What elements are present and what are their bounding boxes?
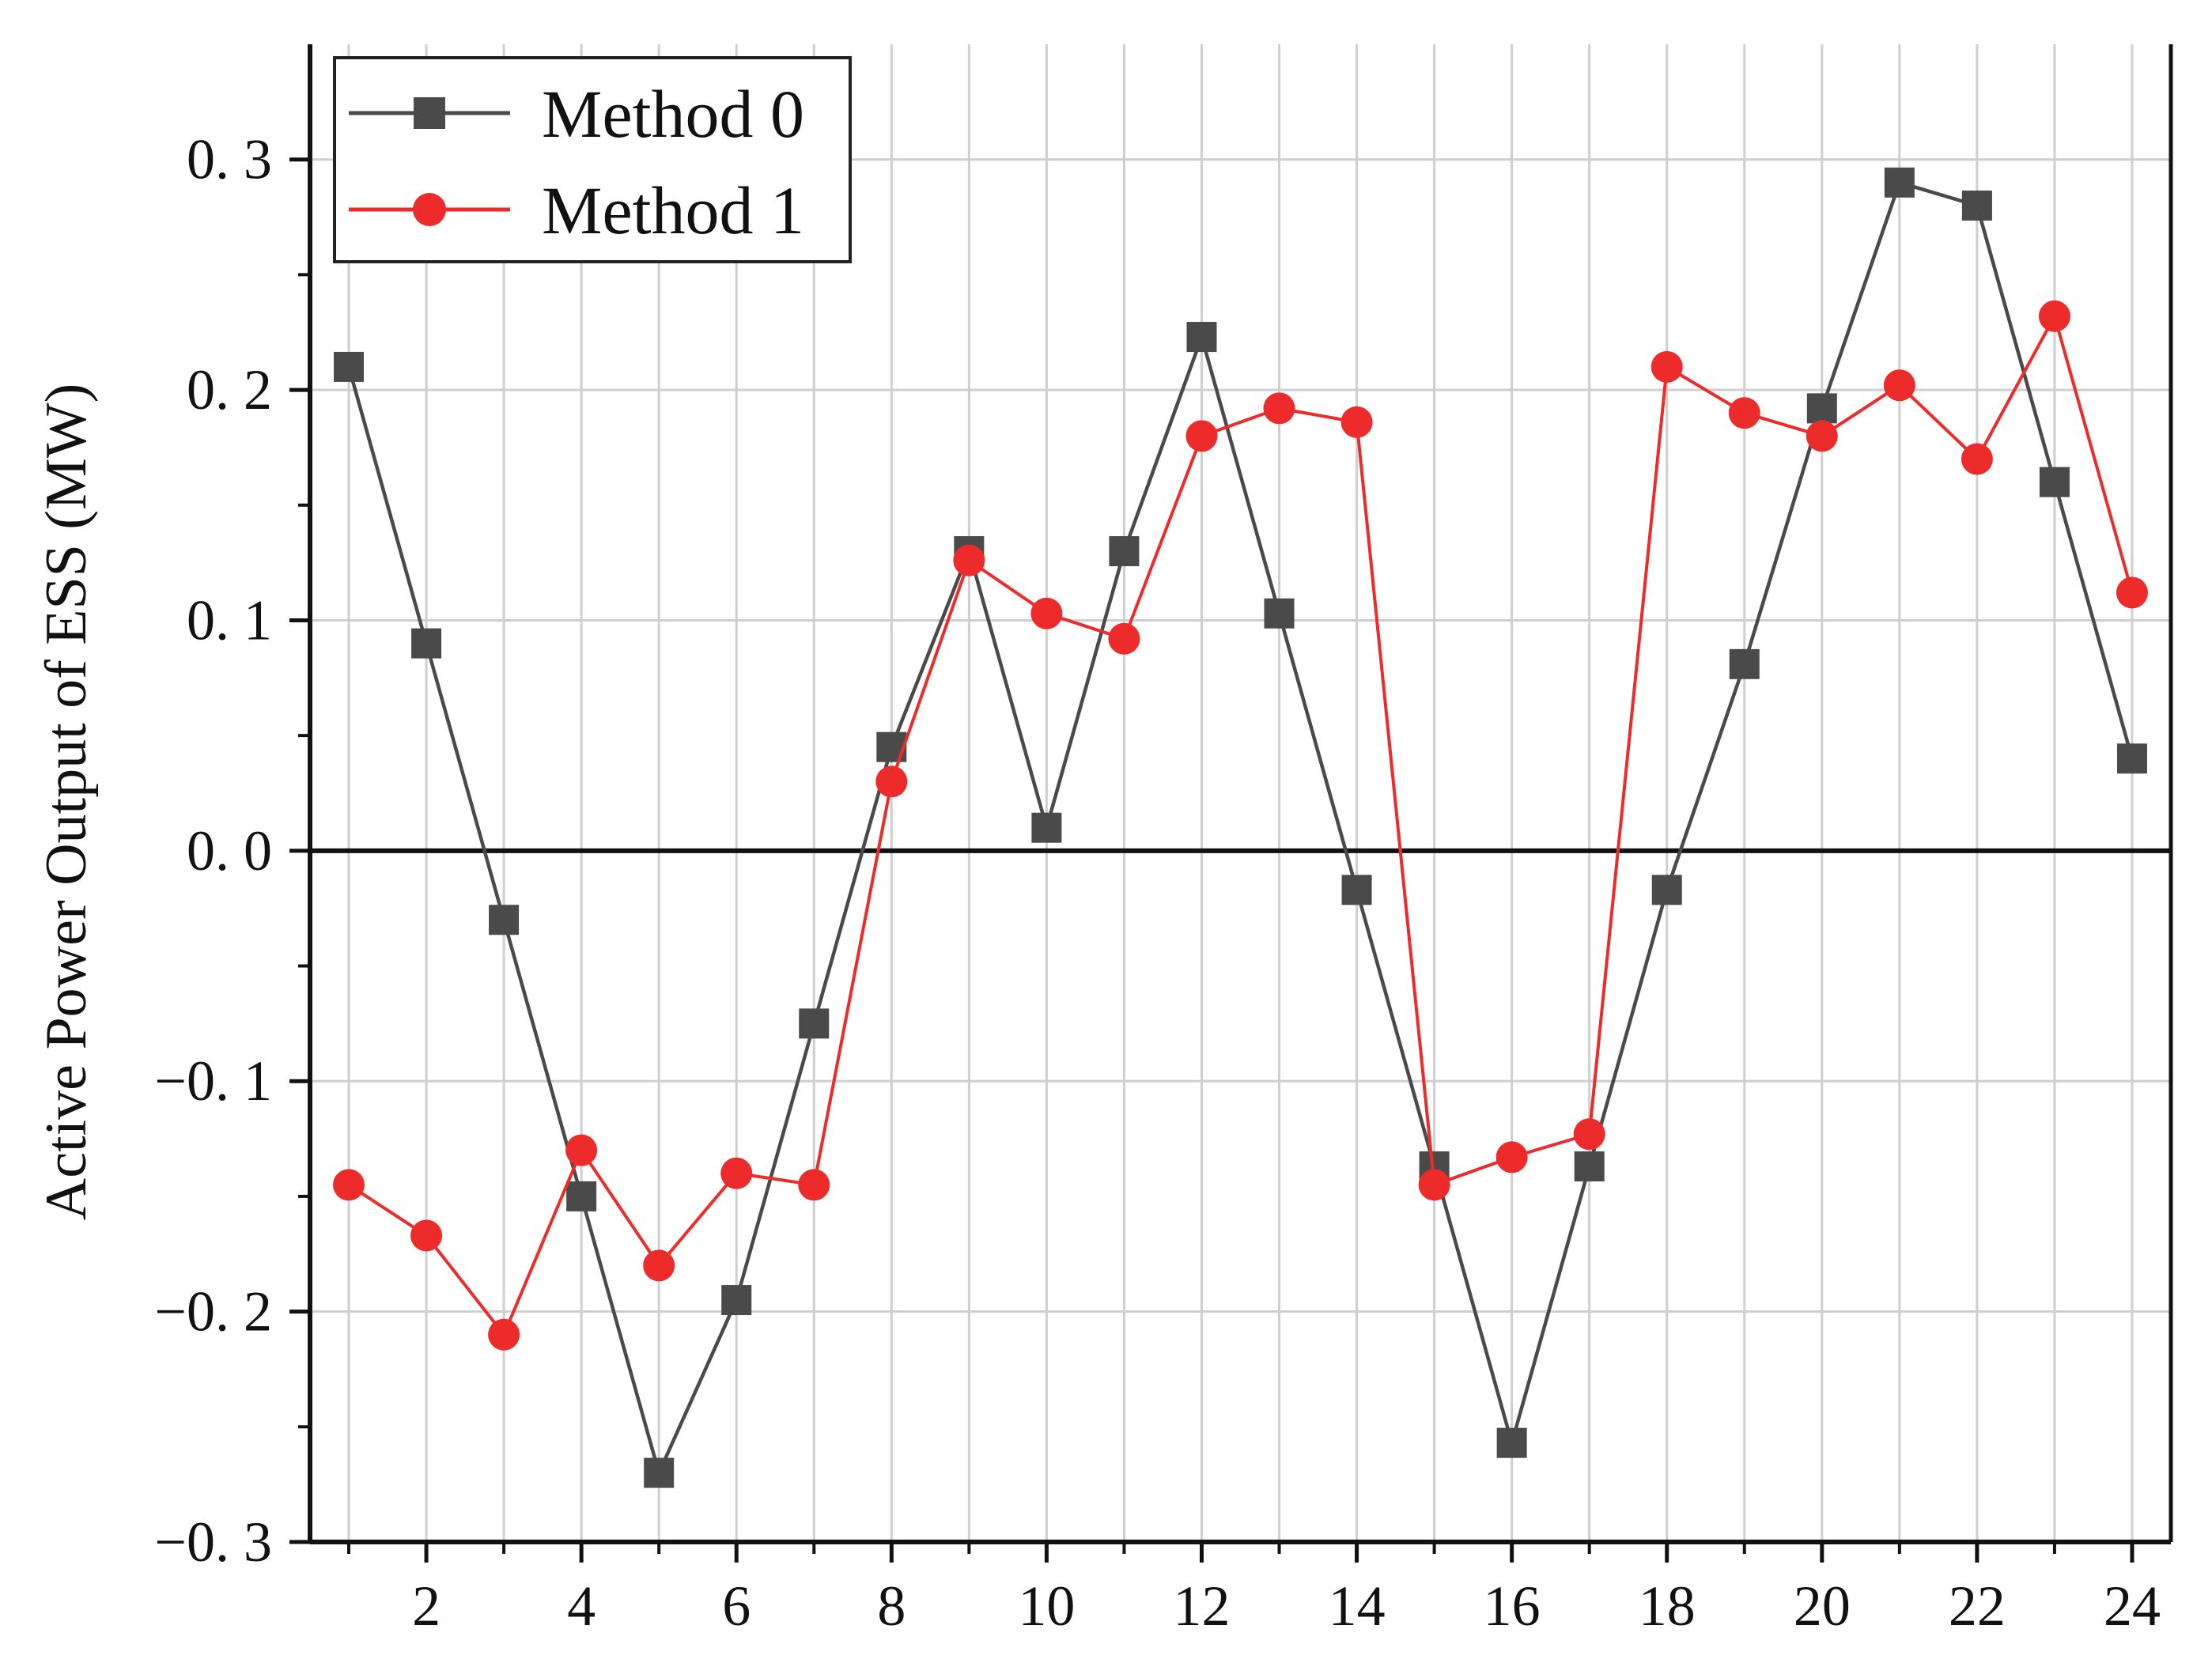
- method-1-point: [1961, 443, 1993, 475]
- method-0-point: [721, 1285, 752, 1316]
- method-0-point: [1651, 875, 1682, 905]
- x-tick-label: 16: [1484, 1574, 1541, 1638]
- axes: −0. 3−0. 2−0. 10. 00. 10. 20. 32 4 6 8 10 12 1…: [154, 44, 2173, 1638]
- method-1-point: [798, 1169, 830, 1201]
- method-0-legend-marker: [414, 97, 445, 129]
- method-0-point: [1341, 875, 1372, 905]
- y-axis-title: Active Power Output of ESS (MW): [34, 384, 99, 1220]
- legend: Method 0 Method 1: [333, 56, 852, 263]
- series-group: [333, 167, 2148, 1488]
- method-0-series: [334, 167, 2147, 1488]
- method-0-point: [2116, 743, 2147, 774]
- method-0-point: [1806, 393, 1837, 424]
- method-0-point: [1729, 648, 1760, 679]
- method-1-point: [953, 544, 985, 576]
- y-tick-label: 0. 0: [187, 819, 272, 882]
- method-0-point: [1961, 190, 1992, 221]
- x-tick-label: 14: [1329, 1574, 1386, 1638]
- y-tick-label: 0. 2: [187, 358, 272, 421]
- method-1-point: [565, 1134, 598, 1166]
- y-tick-label: −0. 1: [154, 1049, 272, 1113]
- method-0-point: [1109, 536, 1140, 567]
- method-1-point: [1573, 1118, 1605, 1151]
- method-0-point: [566, 1181, 597, 1211]
- x-tick-label: 10: [1018, 1574, 1075, 1638]
- method-1-legend-label: Method 1: [542, 172, 804, 248]
- x-tick-label: 12: [1173, 1574, 1230, 1638]
- method-1-point: [1883, 369, 1915, 402]
- method-1-point: [875, 765, 908, 798]
- x-tick-label: 24: [2104, 1574, 2161, 1638]
- grid: [310, 44, 2171, 1544]
- method-0-point: [1031, 812, 1062, 843]
- method-1-point: [1418, 1169, 1450, 1201]
- method-1-point: [1806, 420, 1838, 452]
- method-1-point: [1650, 350, 1683, 383]
- y-tick-label: 0. 1: [187, 588, 272, 652]
- method-1-point: [1108, 622, 1140, 655]
- method-1-series: [333, 300, 2148, 1351]
- y-tick-label: −0. 2: [154, 1280, 272, 1344]
- method-0-point: [644, 1457, 675, 1488]
- method-0-legend-label: Method 0: [542, 76, 804, 152]
- y-tick-label: 0. 3: [187, 128, 272, 191]
- method-1-point: [1340, 406, 1373, 438]
- method-1-point: [333, 1169, 365, 1201]
- y-tick-label: −0. 3: [154, 1510, 272, 1574]
- method-1-point: [1030, 597, 1063, 629]
- method-0-point: [1496, 1427, 1527, 1458]
- method-0-line: [346, 180, 2134, 1479]
- x-tick-label: 4: [567, 1574, 596, 1638]
- x-tick-label: 8: [877, 1574, 906, 1638]
- legend-box: [333, 56, 852, 263]
- method-1-point: [1728, 397, 1760, 429]
- method-0-point: [334, 351, 365, 382]
- method-0-point: [1884, 167, 1915, 198]
- x-tick-label: 20: [1794, 1574, 1851, 1638]
- method-0-point: [799, 1008, 830, 1039]
- method-0-point: [1264, 598, 1295, 629]
- method-0-point: [1186, 322, 1217, 353]
- method-0-point: [2039, 467, 2070, 497]
- x-tick-label: 18: [1639, 1574, 1696, 1638]
- method-0-point: [489, 905, 520, 935]
- method-1-point: [720, 1157, 753, 1189]
- method-1-point: [410, 1219, 443, 1252]
- method-1-point: [2038, 300, 2070, 332]
- x-tick-label: 22: [1949, 1574, 2006, 1638]
- method-1-legend-marker: [413, 193, 446, 226]
- method-0-point: [411, 628, 442, 659]
- method-1-point: [488, 1318, 520, 1351]
- x-tick-label: 2: [412, 1574, 441, 1638]
- method-1-point: [1263, 392, 1295, 425]
- x-tick-label: 6: [722, 1574, 751, 1638]
- method-1-point: [643, 1249, 675, 1282]
- method-1-point: [1495, 1141, 1528, 1173]
- method-0-point: [1574, 1151, 1605, 1182]
- method-1-point: [1185, 420, 1218, 452]
- method-1-point: [2116, 576, 2148, 609]
